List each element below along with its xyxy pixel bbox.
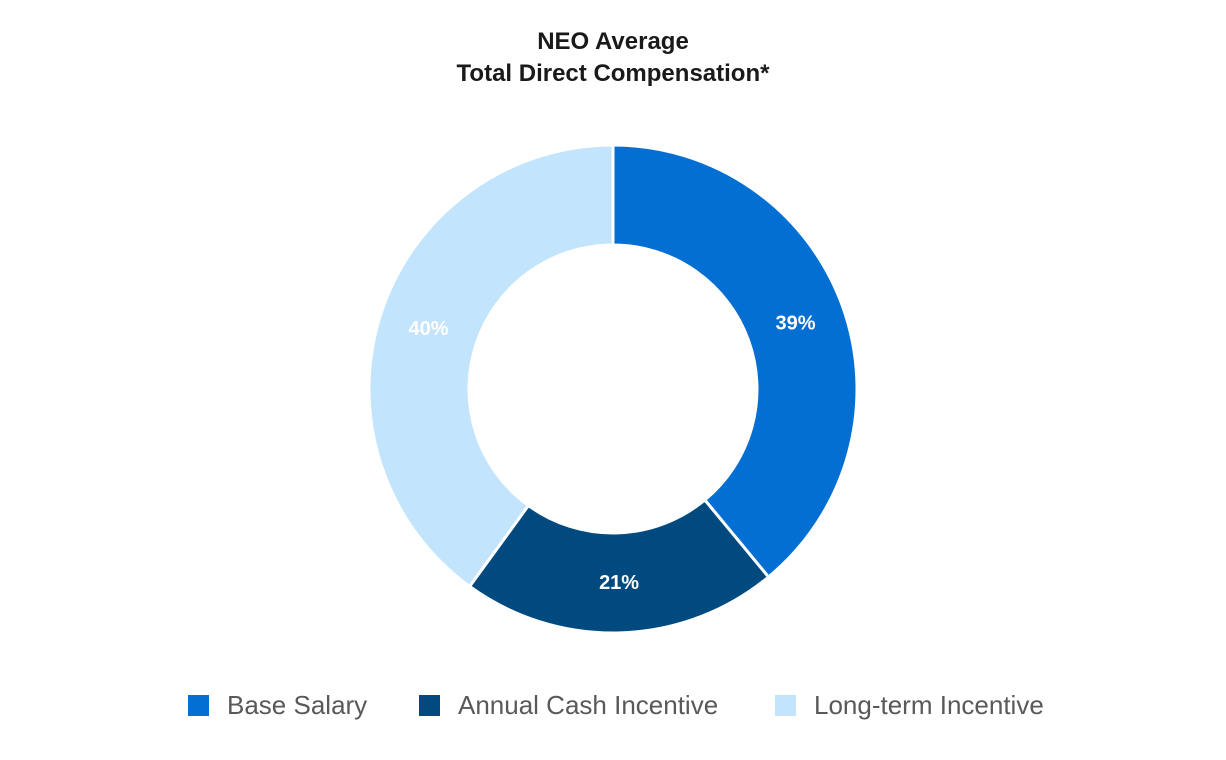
chart-legend: Base Salary Annual Cash Incentive Long-t…	[0, 689, 1226, 721]
slice-annual-cash-incentive	[467, 497, 771, 635]
legend-label-annual-cash-incentive: Annual Cash Incentive	[458, 689, 719, 720]
chart-title-block: NEO Average Total Direct Compensation*	[0, 26, 1226, 90]
legend-label-base-salary: Base Salary	[227, 689, 368, 720]
legend-item-long-term-incentive: Long-term Incentive	[775, 689, 1044, 721]
donut-slices	[367, 143, 859, 635]
chart-title: NEO Average	[537, 28, 689, 55]
legend-item-annual-cash-incentive: Annual Cash Incentive	[419, 689, 718, 721]
legend-label-long-term-incentive: Long-term Incentive	[814, 689, 1044, 720]
slice-label-annual-cash-incentive: 21%	[599, 572, 639, 594]
chart-subtitle: Total Direct Compensation*	[456, 60, 770, 87]
donut-chart: 39% 21% 40%	[367, 143, 859, 635]
slice-label-base-salary: 39%	[776, 312, 816, 334]
slice-label-long-term-incentive: 40%	[408, 318, 448, 340]
legend-swatch-annual-cash-incentive	[419, 694, 440, 716]
slice-long-term-incentive	[367, 143, 615, 589]
legend-item-base-salary: Base Salary	[188, 689, 367, 721]
slice-base-salary	[611, 143, 859, 580]
donut-slice-labels: 39% 21% 40%	[408, 312, 815, 594]
legend-swatch-long-term-incentive	[775, 694, 796, 716]
legend-swatch-base-salary	[188, 694, 209, 716]
